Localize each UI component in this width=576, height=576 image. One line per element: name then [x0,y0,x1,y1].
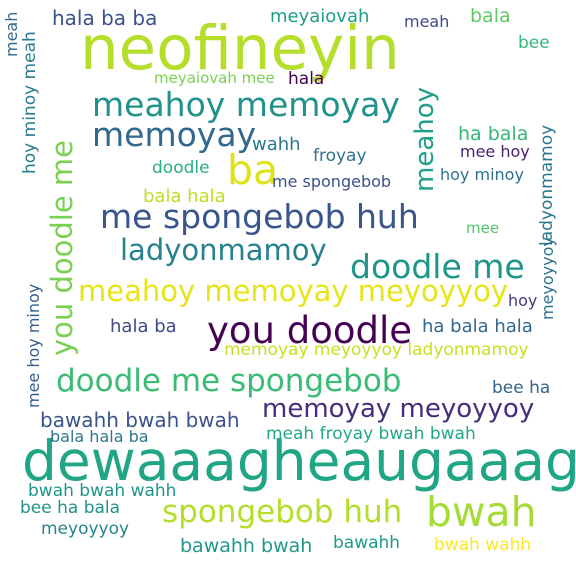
word: hala ba ba [52,6,158,30]
word: ladyonmamoy [120,233,327,267]
word-vertical: mee hoy minoy [24,283,43,408]
word: meah [404,12,450,31]
word: bawahh [333,533,401,553]
word: bee ha bala [20,498,121,518]
word: bwah wahh [434,535,532,555]
word: memoyay [92,115,257,154]
word: bala [470,5,511,27]
word: memoyay meyoyyoy [262,394,535,424]
word: doodle me spongebob [56,363,402,399]
word-vertical: ladyonmamoy [537,124,557,246]
word: doodle me [350,247,525,286]
word: bwah [426,488,537,536]
word: ba [227,146,279,194]
word: wahh [252,134,301,155]
word: hoy [508,291,538,310]
word: meyoyyoy [41,519,130,539]
word: bala hala [143,186,226,207]
word: memoyay meyoyyoy ladyonmamoy [224,340,529,360]
word: me spongebob huh [100,197,419,236]
word-vertical: meahoy [410,86,440,192]
word: meyaiovah mee [154,69,275,87]
word-vertical: you doodle me [45,139,79,356]
word: ha bala hala [422,316,533,337]
word: meahoy memoyay [92,85,400,124]
word: ha bala [458,123,529,145]
word: froyay [313,146,367,166]
word: meahoy memoyay meyoyyoy [78,274,508,308]
word: spongebob huh [162,494,403,530]
word: doodle [152,158,210,178]
word: bawahh bwah bwah [40,408,240,432]
word: hala [288,69,325,89]
word: hoy minoy [440,165,524,184]
word-vertical: hoy minoy meah [20,31,40,174]
word: neofineyin [80,13,400,84]
word: meyaiovah [270,6,370,27]
word: bala hala ba [50,427,149,446]
word: bwah bwah wahh [28,481,177,501]
word-vertical: meyoyyoy [538,237,557,320]
word: bee [518,33,550,53]
word-vertical: meah [2,11,21,57]
word: dewaaagheaugaaagh [22,429,576,493]
word: you doodle [207,309,413,352]
word: bee ha [492,378,551,398]
word: me spongebob [272,172,392,191]
word: mee hoy [460,142,530,161]
word: mee [466,219,500,237]
word: meah froyay bwah bwah [266,424,476,444]
word: bawahh bwah [180,535,313,557]
word: hala ba [110,316,177,337]
